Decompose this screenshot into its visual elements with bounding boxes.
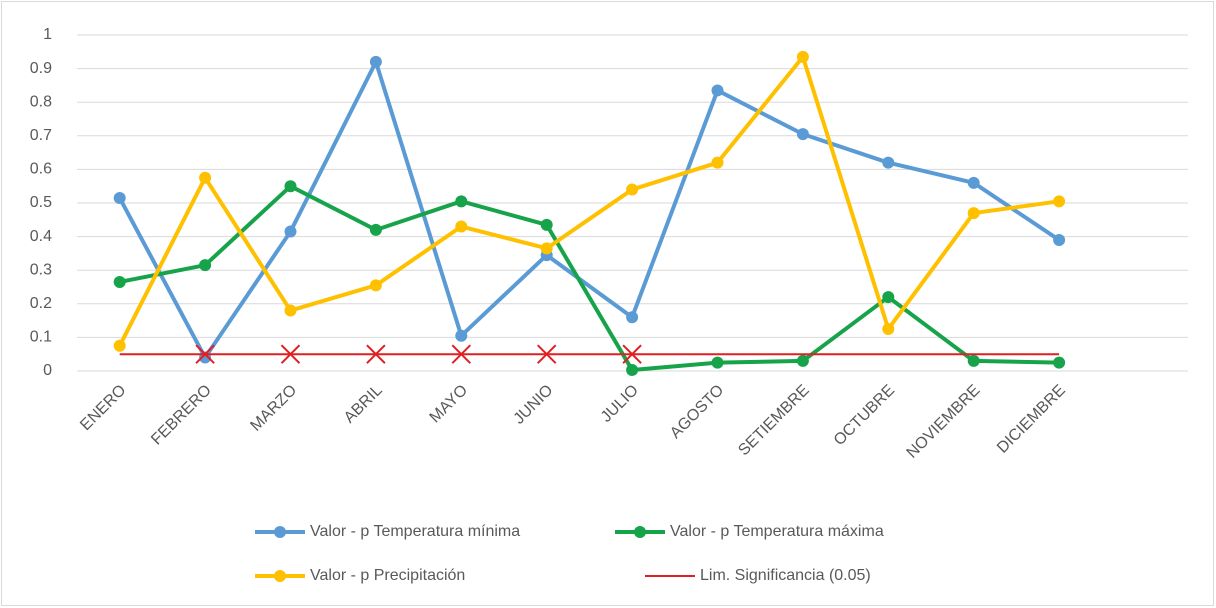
- series-line: [117, 59, 1061, 360]
- data-point: [711, 84, 724, 97]
- data-point: [626, 183, 639, 196]
- data-point: [626, 363, 639, 376]
- data-point: [622, 344, 642, 364]
- data-point: [1053, 233, 1066, 246]
- data-point: [195, 344, 215, 364]
- data-point: [967, 176, 980, 189]
- y-tick-label: 0.3: [30, 261, 52, 278]
- legend-marker: [274, 570, 286, 582]
- series-line: [117, 54, 1060, 347]
- data-point: [882, 323, 895, 335]
- data-point: [451, 344, 472, 364]
- data-point: [284, 180, 297, 193]
- y-tick-label: 0.5: [30, 194, 52, 211]
- y-tick-label: 0.4: [30, 228, 52, 245]
- data-point: [882, 156, 895, 169]
- data-point: [796, 128, 809, 141]
- legend-label: Valor - p Precipitación: [310, 567, 465, 584]
- data-point: [455, 195, 468, 208]
- data-point: [280, 344, 301, 364]
- y-tick-label: 0.7: [30, 127, 52, 144]
- legend-marker: [274, 526, 286, 538]
- data-point: [113, 191, 126, 204]
- legend-label: Valor - p Temperatura mínima: [310, 523, 520, 540]
- y-tick-label: 0.1: [30, 329, 52, 346]
- data-point: [284, 225, 297, 238]
- y-tick-label: 0.8: [30, 93, 52, 110]
- data-point: [540, 218, 553, 231]
- data-point: [796, 354, 809, 367]
- legend-label: Lim. Significancia (0.05): [700, 567, 871, 584]
- data-point: [626, 311, 639, 324]
- y-tick-label: 0.9: [30, 60, 52, 77]
- data-point: [967, 354, 980, 367]
- data-point: [796, 50, 809, 63]
- legend-label: Valor - p Temperatura máxima: [670, 523, 884, 540]
- data-point: [199, 171, 212, 184]
- data-point: [711, 156, 724, 169]
- y-tick-label: 0: [43, 362, 52, 379]
- data-point: [369, 223, 382, 236]
- data-point: [536, 344, 557, 364]
- data-point: [113, 339, 126, 352]
- data-point: [1053, 356, 1066, 369]
- y-tick-label: 1: [43, 26, 52, 43]
- data-point: [369, 55, 382, 68]
- data-point: [967, 207, 980, 220]
- data-point: [366, 344, 386, 364]
- legend-marker: [634, 526, 646, 538]
- data-point: [369, 279, 382, 292]
- data-point: [455, 220, 468, 233]
- data-point: [113, 275, 126, 288]
- data-point: [455, 329, 468, 342]
- data-point: [711, 356, 724, 369]
- y-tick-label: 0.2: [30, 295, 52, 312]
- data-point: [1053, 195, 1066, 208]
- data-point: [540, 242, 553, 255]
- data-point: [199, 259, 212, 272]
- data-point: [284, 304, 297, 317]
- y-tick-label: 0.6: [30, 161, 52, 178]
- data-point: [882, 291, 895, 304]
